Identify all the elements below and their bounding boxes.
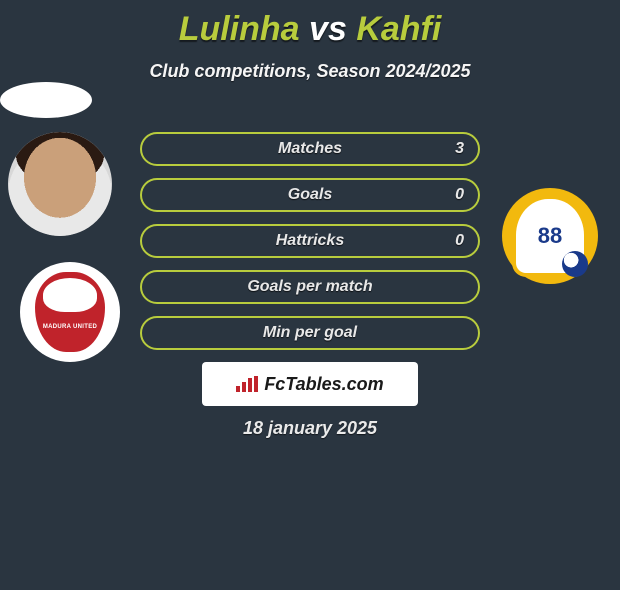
stat-label: Min per goal [263, 324, 357, 342]
player2-photo-placeholder [0, 82, 92, 118]
vs-word: vs [309, 10, 347, 48]
club1-badge: MADURA UNITED [20, 262, 120, 362]
club1-name: MADURA UNITED [43, 324, 97, 330]
stats-column: Matches 3 Goals 0 Hattricks 0 Goals per … [140, 132, 480, 362]
player1-photo [8, 132, 112, 236]
stat-row-min-per-goal: Min per goal [140, 316, 480, 350]
face-placeholder [8, 132, 112, 236]
stat-label: Matches [278, 140, 342, 158]
bar-chart-icon [236, 376, 258, 392]
club2-number: 88 [538, 223, 562, 249]
stat-row-matches: Matches 3 [140, 132, 480, 166]
player2-name: Kahfi [356, 10, 441, 48]
stat-value-right: 0 [455, 232, 464, 250]
stat-value-right: 0 [455, 186, 464, 204]
stat-row-goals: Goals 0 [140, 178, 480, 212]
player1-name: Lulinha [179, 10, 300, 48]
stat-label: Goals per match [247, 278, 372, 296]
stat-label: Hattricks [276, 232, 344, 250]
ball-icon [562, 251, 588, 277]
barito-putera-crest: 88 [512, 195, 588, 277]
date: 18 january 2025 [0, 418, 620, 439]
comparison-title: Lulinha vs Kahfi [0, 10, 620, 49]
branding-box: FcTables.com [202, 362, 418, 406]
subtitle: Club competitions, Season 2024/2025 [0, 61, 620, 82]
site-name: FcTables.com [264, 374, 383, 395]
stat-row-goals-per-match: Goals per match [140, 270, 480, 304]
stat-value-right: 3 [455, 140, 464, 158]
stat-row-hattricks: Hattricks 0 [140, 224, 480, 258]
club2-badge: 88 [502, 188, 598, 284]
stat-label: Goals [288, 186, 332, 204]
madura-united-crest: MADURA UNITED [35, 272, 105, 352]
